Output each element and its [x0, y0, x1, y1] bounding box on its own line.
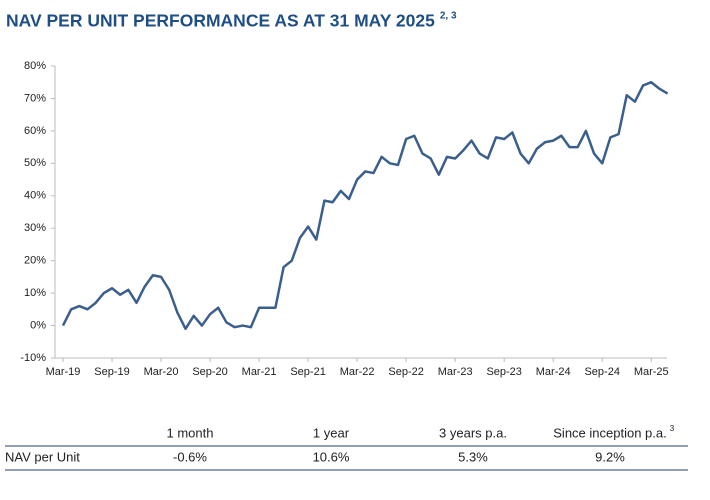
- column-header: 3 years p.a.: [439, 425, 507, 440]
- y-tick-label: 80%: [24, 60, 46, 72]
- y-tick-label: 10%: [24, 287, 46, 299]
- column-header: 1 year: [313, 425, 350, 440]
- cell: 10.6%: [313, 449, 350, 464]
- x-tick-label: Sep-20: [192, 366, 227, 378]
- y-tick-label: 0%: [30, 319, 46, 331]
- y-tick-label: 40%: [24, 190, 46, 202]
- row-label: NAV per Unit: [5, 449, 80, 464]
- cell: -0.6%: [173, 449, 207, 464]
- title-note: 2, 3: [440, 11, 457, 22]
- y-tick-label: 20%: [24, 255, 46, 267]
- column-note: 3: [670, 424, 675, 433]
- y-tick-label: 70%: [24, 92, 46, 104]
- x-tick-label: Mar-24: [536, 366, 571, 378]
- x-tick-label: Sep-21: [290, 366, 325, 378]
- x-tick-label: Mar-20: [144, 366, 179, 378]
- x-tick-label: Mar-19: [46, 366, 81, 378]
- nav-line: [61, 80, 669, 331]
- x-tick-label: Mar-22: [340, 366, 375, 378]
- y-tick-label: 50%: [24, 157, 46, 169]
- x-tick-label: Mar-21: [242, 366, 277, 378]
- y-tick-label: 30%: [24, 222, 46, 234]
- cell: 9.2%: [595, 449, 625, 464]
- x-tick-label: Mar-25: [634, 366, 669, 378]
- x-tick-label: Sep-19: [94, 366, 129, 378]
- column-header: 1 month: [167, 425, 214, 440]
- cell: 5.3%: [458, 449, 488, 464]
- x-tick-label: Sep-23: [486, 366, 521, 378]
- column-header: Since inception p.a.: [553, 425, 666, 440]
- y-tick-label: -10%: [20, 352, 46, 364]
- x-tick-label: Sep-24: [584, 366, 619, 378]
- x-tick-label: Sep-22: [388, 366, 423, 378]
- chart-title: NAV PER UNIT PERFORMANCE AS AT 31 MAY 20…: [6, 11, 435, 31]
- y-tick-label: 60%: [24, 125, 46, 137]
- x-tick-label: Mar-23: [438, 366, 473, 378]
